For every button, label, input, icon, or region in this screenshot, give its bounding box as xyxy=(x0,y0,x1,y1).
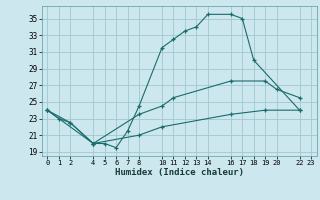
X-axis label: Humidex (Indice chaleur): Humidex (Indice chaleur) xyxy=(115,168,244,177)
